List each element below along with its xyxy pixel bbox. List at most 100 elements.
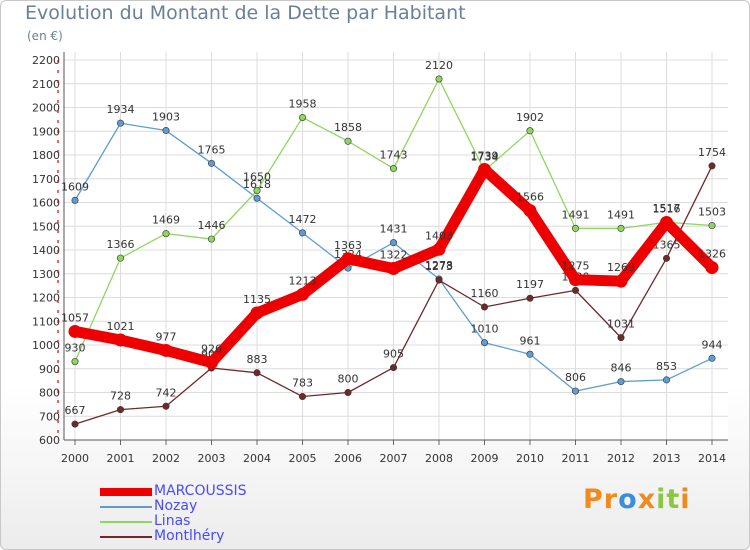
data-label: 1858 [334,121,362,134]
x-tick-label: 2010 [516,452,544,465]
data-label: 1135 [243,293,271,306]
data-label: 961 [520,334,541,347]
data-label: 944 [702,338,723,351]
x-tick-label: 2004 [243,452,271,465]
data-point [708,354,716,362]
data-label: 1366 [107,238,135,251]
data-label: 905 [383,348,404,361]
data-point [344,137,352,145]
data-label: 1403 [425,229,453,242]
data-label: 1739 [471,149,499,162]
data-point [162,230,170,238]
y-tick-label: 1000 [32,339,60,352]
series-marcoussis: 1057 1021 977 926 1135 1213 1363 1322 1403 1739 15… [61,149,726,370]
data-label: 728 [110,390,131,403]
data-point [296,287,309,301]
series-nozay: 1609193419031765161814721324143112781010… [61,103,723,395]
data-label: 1021 [107,320,135,333]
data-label: 1765 [198,143,226,156]
data-label: 1363 [334,239,362,252]
data-point [571,286,579,294]
data-point [569,273,582,287]
data-label: 783 [292,377,313,390]
data-point [389,165,397,173]
x-tick-label: 2000 [61,452,89,465]
data-point [159,343,173,357]
data-label: 1517 [653,202,681,215]
data-label: 846 [611,362,632,375]
data-label: 806 [565,371,586,384]
data-label: 1566 [516,191,544,204]
data-point [387,262,400,276]
legend-swatch [100,536,152,538]
data-point [708,162,716,170]
y-tick-label: 1500 [32,220,60,233]
data-point [253,187,261,195]
legend-swatch [100,506,152,508]
data-point [205,356,218,370]
data-point [526,350,534,358]
data-point [432,242,446,256]
y-tick-label: 600 [39,434,60,447]
chart-title: Evolution du Montant de la Dette par Hab… [25,2,466,24]
data-point [117,254,125,262]
data-label: 1958 [289,97,317,110]
data-label: 1275 [562,260,590,273]
data-point [617,224,625,232]
data-point [208,159,216,167]
data-point [250,306,264,320]
data-point [389,364,397,372]
y-tick-label: 1100 [32,315,60,328]
data-label: 1516 [653,202,681,215]
data-point [705,261,719,275]
data-point [662,254,670,262]
x-tick-label: 2011 [562,452,590,465]
data-point [68,324,82,338]
y-tick-label: 1600 [32,197,60,210]
data-label: 1269 [607,261,635,274]
data-point [208,235,216,243]
data-label: 1734 [471,151,499,164]
y-tick-label: 2100 [32,78,60,91]
legend-label: Montlhéry [154,528,225,544]
plot-area [64,52,728,440]
data-label: 1609 [61,180,89,193]
data-label: 1491 [562,208,590,221]
x-tick-label: 2001 [107,452,135,465]
data-label: 1031 [607,318,635,331]
data-point [389,239,397,247]
data-label: 1472 [289,213,317,226]
data-point [478,162,491,176]
legend-swatch [100,521,152,523]
y-tick-label: 1800 [32,149,60,162]
data-label: 1618 [243,178,271,191]
data-point [523,204,537,218]
data-label: 742 [156,386,177,399]
data-point [162,127,170,135]
x-tick-label: 2008 [425,452,453,465]
data-label: 883 [247,353,268,366]
data-label: 1010 [471,323,499,336]
data-label: 1491 [607,208,635,221]
data-point [480,339,488,347]
legend-label: Nozay [154,498,198,514]
data-point [298,113,306,121]
data-label: 1213 [289,274,317,287]
x-tick-label: 2013 [653,452,681,465]
x-tick-label: 2002 [152,452,180,465]
data-point [341,252,355,266]
data-point [435,75,443,83]
data-point [480,303,488,311]
data-point [526,294,534,302]
x-tick-label: 2005 [289,452,317,465]
data-label: 1903 [152,111,180,124]
data-label: 1057 [61,311,89,324]
data-label: 1322 [380,249,408,262]
data-label: 1197 [516,278,544,291]
x-tick-label: 2012 [607,452,635,465]
data-label: 1446 [198,219,226,232]
x-tick-label: 2007 [380,452,408,465]
data-point [614,274,628,288]
data-point [162,402,170,410]
